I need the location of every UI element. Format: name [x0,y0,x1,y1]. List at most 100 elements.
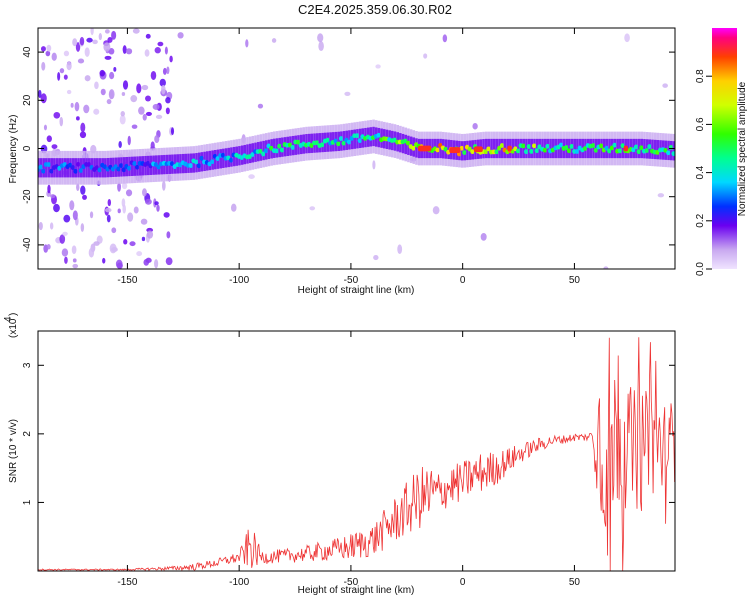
noise-blob [143,259,150,266]
ridge-core [566,148,572,154]
spectrogram-x-axis: -150 -100 -50 0 50 [117,28,580,286]
noise-blob [50,194,56,199]
ridge-core [199,155,204,161]
noise-blob [138,106,145,115]
noise-blob [109,71,115,80]
noise-blob [76,183,80,192]
snr-scale-exponent: 4 [3,316,14,322]
ridge-band [101,158,104,178]
ridge-core [70,165,76,170]
noise-blob [74,101,80,112]
snr-y-label: SNR (10 * v/v) [8,419,19,483]
noise-blob [165,257,173,266]
ridge-core [499,143,505,148]
noise-blob [442,34,448,43]
ridge-core [320,142,325,148]
noise-blob [53,111,61,119]
noise-blob [84,75,91,82]
noise-blob [318,41,324,52]
noise-blob [123,239,128,245]
ridge-band [79,158,83,178]
ridge-band [627,138,630,159]
ridge-band [63,158,67,178]
noise-blob [230,203,237,212]
ridge-core [443,146,448,152]
noise-blob [129,241,136,247]
ridge-band [340,131,343,151]
ridge-band [208,150,212,171]
ridge-band [522,138,526,159]
spectrogram-x-tick-label: -100 [229,275,249,286]
colorbar-tick-label: 0.0 [695,262,706,276]
noise-blob [40,46,46,52]
ridge-core [534,148,540,154]
ridge-band [525,138,528,159]
ridge-band [616,138,619,159]
noise-blob [257,103,264,109]
ridge-band [637,138,641,159]
snr-scale-close: ) [8,313,19,316]
ridge-core [483,149,489,155]
ridge-band [672,141,675,161]
ridge-band [122,157,126,177]
snr-x-tick-label: -50 [344,577,359,588]
ridge-core [116,166,121,172]
noise-blob [92,39,98,45]
noise-blob [75,42,81,52]
noise-blob [162,67,167,75]
ridge-band [248,143,252,164]
ridge-core [118,163,124,168]
ridge-core [470,149,475,155]
ridge-core [49,168,54,174]
noise-blob [64,256,68,264]
ridge-core [78,168,84,173]
noise-blob [117,208,121,214]
noise-blob [603,266,609,269]
noise-blob [122,204,127,214]
noise-blob [169,55,173,63]
noise-blob [121,91,126,96]
ridge-core [215,156,220,161]
noise-blob [40,93,47,104]
noise-blob [38,221,43,231]
ridge-core [545,143,550,149]
noise-blob [132,28,140,34]
ridge-core [668,144,674,150]
noise-blob [103,42,111,52]
ridge-core [250,152,255,157]
noise-blob [113,66,117,72]
ridge-core [531,143,537,149]
ridge-band [492,138,496,159]
ridge-band [189,153,193,173]
ridge-core [526,144,532,149]
noise-blob [45,50,51,57]
noise-blob [154,47,161,54]
ridge-band [447,139,450,160]
noise-blob [89,211,94,219]
noise-blob [271,38,277,43]
ridge-band [484,138,488,159]
snr-y-tick-label: 3 [22,362,33,368]
noise-blob [90,28,94,36]
ridge-core [666,150,671,156]
ridge-band [342,131,346,151]
noise-blob [49,222,54,230]
noise-blob [70,102,74,108]
ridge-core [76,161,81,167]
snr-background [38,331,675,571]
noise-blob [66,61,72,71]
noise-blob [164,46,168,55]
ridge-band [240,145,244,165]
ridge-core [515,148,521,154]
ridge-core [644,148,650,153]
ridge-band [511,138,515,159]
colorbar-tick-label: 0.4 [695,165,706,179]
noise-blob [46,244,51,250]
chart-title: C2E4.2025.359.06.30.R02 [298,2,452,17]
ridge-band [519,138,523,159]
noise-blob [141,84,149,91]
ridge-band [549,138,552,159]
snr-frame [37,330,676,572]
spectrogram-y-axis: -40 -20 0 20 40 [22,46,675,252]
ridge-band [281,137,284,157]
